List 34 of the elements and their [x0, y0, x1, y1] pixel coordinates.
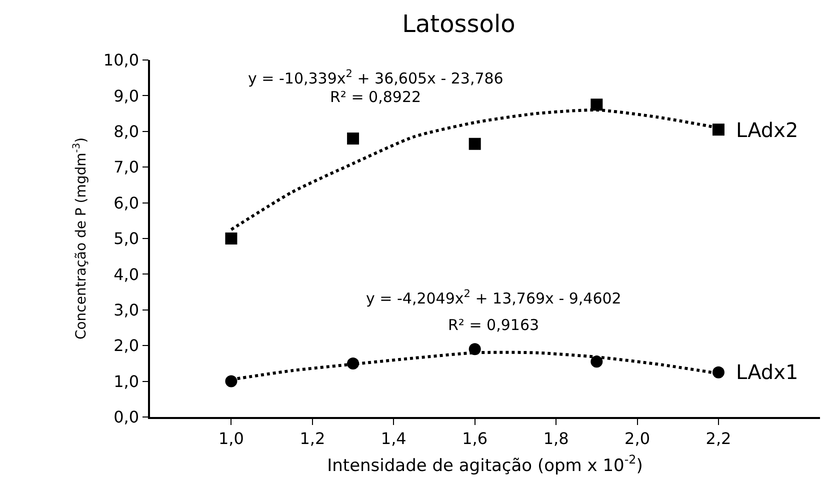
point	[712, 124, 724, 136]
x-tick-label: 1,2	[300, 428, 326, 448]
series-label: LAdx2	[736, 118, 798, 142]
x-tick-label: 2,2	[706, 428, 732, 448]
y-tick-label: 6,0	[114, 193, 140, 212]
annotation: R² = 0,9163	[448, 316, 540, 334]
y-tick-label: 7,0	[114, 158, 140, 177]
annotation: y = -10,339x$^{2}$ + 36,605x - 23,786	[248, 68, 504, 88]
point	[590, 356, 603, 368]
y-tick-label: 0,0	[114, 408, 140, 427]
y-tick-label: 1,0	[114, 372, 140, 391]
y-tick-label: 8,0	[114, 122, 140, 141]
point	[225, 232, 238, 244]
y-tick-label: 2,0	[114, 336, 140, 356]
point	[468, 138, 481, 150]
point	[590, 98, 603, 111]
point	[712, 366, 724, 378]
x-tick-label: 1,6	[462, 428, 488, 448]
annotation: R² = 0,8922	[330, 88, 422, 106]
annotation: y = -4,2049x$^{2}$ + 13,769x - 9,4602	[366, 288, 622, 308]
y-tick-label: 5,0	[114, 229, 140, 248]
x-tick-label: 2,0	[624, 428, 650, 448]
series-label: LAdx1	[736, 360, 798, 384]
x-tick-label: 1,4	[380, 428, 406, 448]
y-tick-label: 10,0	[103, 50, 140, 70]
y-tick-label: 4,0	[114, 264, 140, 284]
chart-title: Latossolo	[402, 10, 516, 38]
x-tick-label: 1,0	[218, 428, 244, 448]
y-tick-label: 9,0	[114, 86, 140, 106]
y-tick-label: 3,0	[114, 300, 140, 320]
point	[225, 375, 238, 388]
point	[347, 132, 360, 145]
x-axis-title: Intensidade de agitação (opm x 10$^{-2}$)	[327, 452, 643, 476]
x-tick-label: 1,8	[543, 428, 569, 448]
